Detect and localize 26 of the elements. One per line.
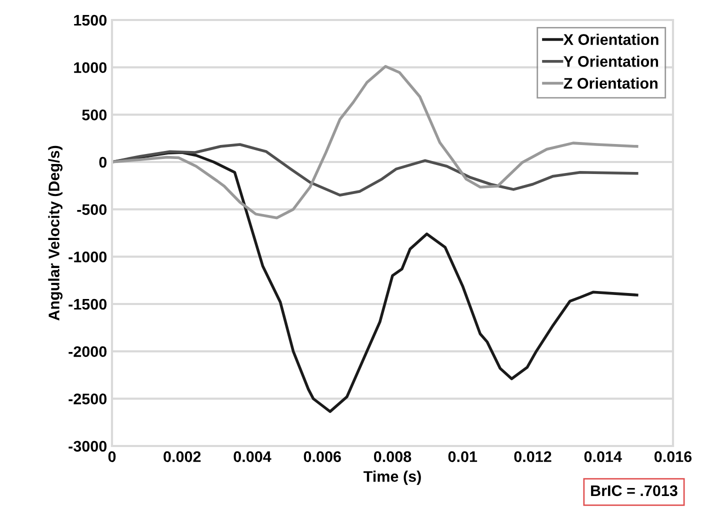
x-tick-label: 0.008 [374,451,412,462]
x-tick-label: 0.006 [304,451,341,462]
y-tick-label: -1500 [68,298,107,310]
y-tick-label: 500 [82,110,107,120]
legend-label: X Orientation [563,34,658,45]
y-tick-label: 0 [99,156,107,168]
legend-label: Y Orientation [564,56,658,67]
y-tick-label: -3000 [68,440,107,452]
y-tick-label: -2500 [68,394,107,404]
y-tick-label: -2000 [68,346,107,358]
x-tick-label: 0.01 [448,451,478,462]
y-tick-label: -500 [77,204,107,216]
text: BrIC = .7013 [591,485,678,496]
y-tick-label: 1500 [74,14,107,26]
x-tick-label: 0.016 [654,451,692,462]
y-axis-title: Angular Velocity (Deg/s) [48,146,63,320]
x-tick-label: 0 [108,451,116,462]
x-tick-label: 0.012 [514,451,552,462]
x-tick-label: 0.004 [234,451,272,462]
x-tick-label: 0.014 [584,451,622,462]
y-tick-label: -1000 [68,252,107,262]
line-series [112,143,638,197]
legend-label: Z Orientation [564,78,658,89]
y-tick-label: 1000 [74,62,107,74]
x-axis-title: Time (s) [364,470,421,485]
x-tick-label: 0.002 [164,451,201,462]
